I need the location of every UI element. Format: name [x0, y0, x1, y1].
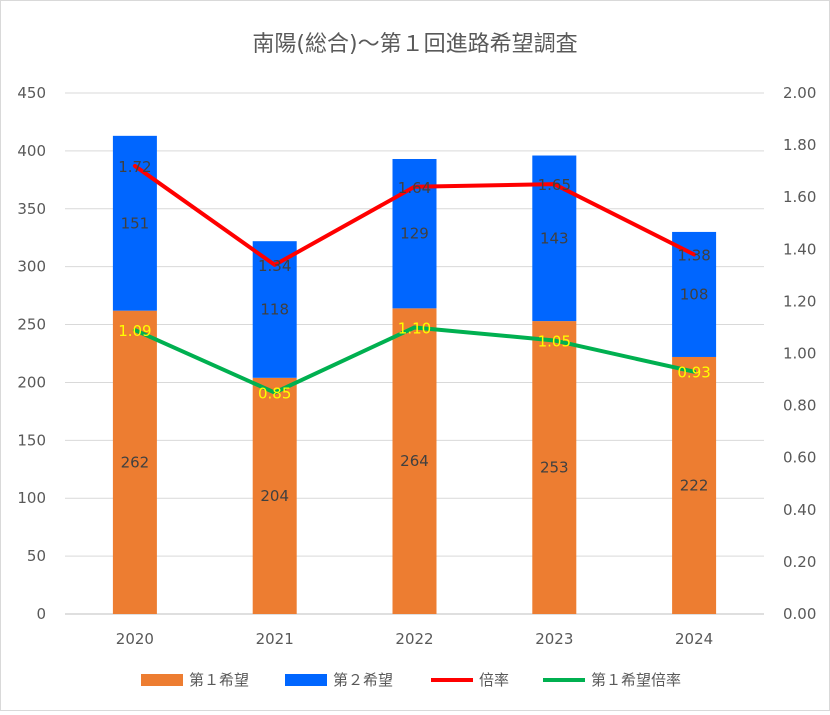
first-choice-ratio-point-label: 1.09 [118, 322, 151, 340]
chart-title: 南陽(総合)～第１回進路希望調査 [252, 32, 577, 57]
right-tick-label: 1.60 [783, 188, 816, 206]
right-tick-label: 2.00 [783, 84, 816, 102]
right-tick-label: 0.00 [783, 605, 816, 623]
bar-second-choice-label: 129 [400, 225, 429, 243]
first-choice-ratio-line [132, 325, 697, 395]
bar-first-choice-label: 264 [400, 452, 429, 470]
ratio-point-label: 1.64 [398, 179, 431, 197]
right-tick-label: 1.00 [783, 345, 816, 363]
legend: 第１希望 第２希望 倍率 第１希望倍率 [141, 671, 681, 689]
left-tick-label: 0 [36, 605, 46, 623]
ratio-point-label: 1.34 [258, 257, 291, 275]
bar-series: 262 151 204 118 264 129 253 143 222 108 [112, 135, 717, 614]
bar-first-choice-label: 262 [121, 453, 150, 471]
legend-label: 第２希望 [333, 671, 393, 689]
bar-second-choice-label: 151 [121, 214, 150, 232]
left-axis: 0 50 100 150 200 250 300 350 400 450 [17, 84, 46, 623]
first-choice-ratio-point-label: 1.10 [398, 319, 431, 337]
x-tick-label: 2022 [395, 630, 433, 648]
bar-second-choice [392, 158, 437, 309]
ratio-point-label: 1.72 [118, 158, 151, 176]
bar-second-choice-label: 108 [680, 285, 709, 303]
bar-first-choice [112, 310, 157, 614]
right-tick-label: 0.60 [783, 449, 816, 467]
first-choice-ratio-point-label: 0.93 [677, 364, 710, 382]
x-tick-label: 2024 [675, 630, 713, 648]
right-tick-label: 1.80 [783, 136, 816, 154]
left-tick-label: 400 [17, 142, 46, 160]
legend-label: 第１希望 [189, 671, 249, 689]
legend-label: 倍率 [479, 671, 509, 689]
legend-label: 第１希望倍率 [591, 671, 681, 689]
right-tick-label: 0.80 [783, 397, 816, 415]
x-tick-label: 2023 [535, 630, 573, 648]
first-choice-ratio-point-label: 0.85 [258, 385, 291, 403]
bar-first-choice [672, 356, 717, 614]
bar-first-choice-label: 204 [260, 487, 289, 505]
ratio-point-label: 1.65 [538, 176, 571, 194]
right-tick-label: 0.40 [783, 501, 816, 519]
legend-swatch-bar [141, 674, 183, 686]
right-axis: 0.00 0.20 0.40 0.60 0.80 1.00 1.20 1.40 1.60 1.80… [783, 84, 816, 623]
x-axis: 2020 2021 2022 2023 2024 [116, 630, 713, 648]
right-tick-label: 1.20 [783, 292, 816, 310]
bar-first-choice-label: 222 [680, 476, 709, 494]
bar-second-choice-label: 143 [540, 229, 569, 247]
left-tick-label: 150 [17, 431, 46, 449]
left-tick-label: 100 [17, 489, 46, 507]
left-tick-label: 250 [17, 316, 46, 334]
right-tick-label: 0.20 [783, 553, 816, 571]
ratio-point-label: 1.38 [677, 247, 710, 265]
left-tick-label: 50 [27, 547, 46, 565]
right-tick-label: 1.40 [783, 240, 816, 258]
bar-first-choice [252, 377, 297, 614]
line-series: 1.72 1.34 1.64 1.65 1.38 1.09 0.85 1.10 1.05 0.93 [118, 158, 711, 403]
bar-first-choice [532, 321, 577, 614]
ratio-line [132, 163, 697, 267]
left-tick-label: 350 [17, 200, 46, 218]
left-tick-label: 450 [17, 84, 46, 102]
left-tick-label: 200 [17, 373, 46, 391]
x-tick-label: 2020 [116, 630, 154, 648]
left-tick-label: 300 [17, 258, 46, 276]
bar-first-choice-label: 253 [540, 459, 569, 477]
bar-first-choice [392, 308, 437, 614]
first-choice-ratio-point-label: 1.05 [538, 332, 571, 350]
x-tick-label: 2021 [256, 630, 294, 648]
bar-second-choice-label: 118 [260, 301, 289, 319]
legend-swatch-bar [285, 674, 327, 686]
